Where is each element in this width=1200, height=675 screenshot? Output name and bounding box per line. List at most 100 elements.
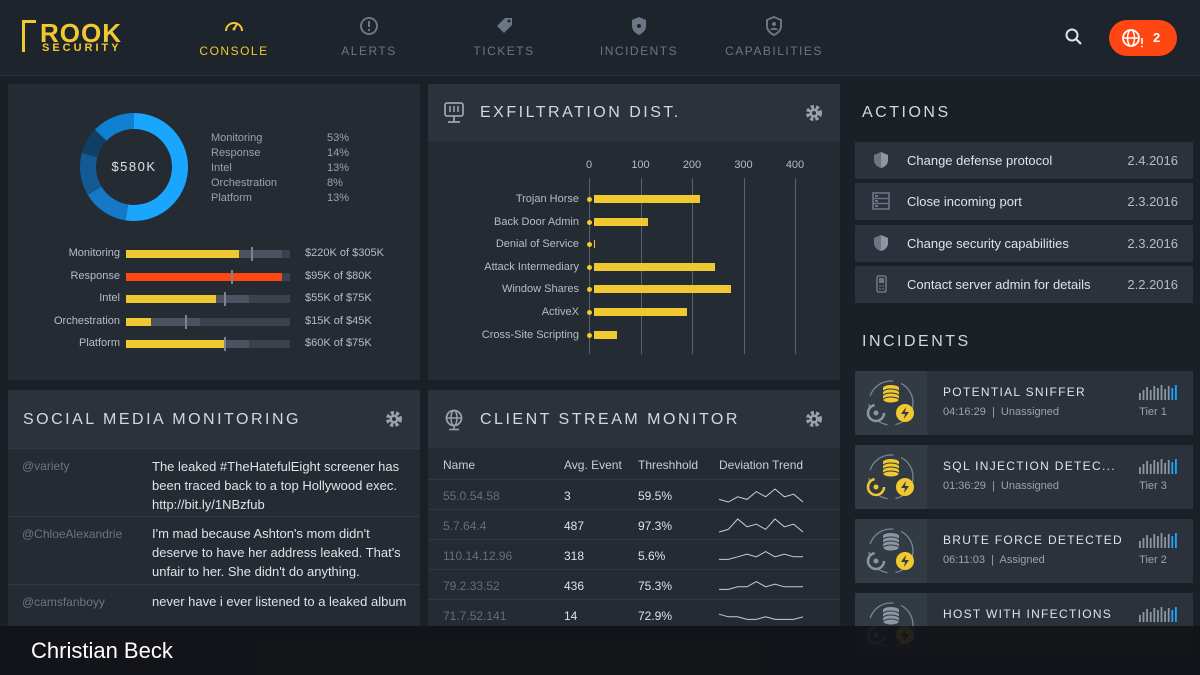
social-post[interactable]: @camsfanboyy never have i ever listened … — [8, 584, 420, 626]
nav-tickets[interactable]: TICKETS — [449, 16, 559, 58]
incident-icon-box — [855, 519, 927, 583]
deviation-sparkline — [718, 488, 804, 503]
rook-security-logo[interactable]: ROOK SECURITY — [22, 18, 152, 56]
budget-bar-value: $95K of $80K — [305, 269, 372, 282]
legend-percent: 13% — [327, 162, 350, 174]
action-text: Close incoming port — [907, 194, 1022, 210]
gear-icon[interactable] — [384, 409, 404, 429]
server-icon — [872, 192, 890, 211]
gear-icon[interactable] — [804, 103, 824, 123]
signal-bars-icon — [1139, 459, 1177, 474]
stream-name: 79.2.33.52 — [443, 579, 500, 593]
stream-name: 55.0.54.58 — [443, 489, 500, 503]
table-row[interactable]: 110.14.12.96 318 5.6% — [428, 539, 840, 569]
budget-bar-allocated — [126, 317, 200, 326]
budget-bar-track[interactable] — [126, 247, 290, 261]
action-item[interactable]: Change security capabilities 2.3.2016 — [855, 224, 1193, 262]
donut-slice-intel — [80, 152, 102, 195]
signal-bars-icon — [1139, 533, 1177, 548]
table-row[interactable]: 5.7.64.4 487 97.3% — [428, 509, 840, 539]
budget-bar-track[interactable] — [126, 269, 290, 284]
stream-header — [428, 390, 840, 448]
actions-title: ACTIONS — [862, 104, 951, 121]
incident-meta: 04:16:29 | Unassigned — [943, 406, 1059, 418]
stream-threshold: 5.6% — [638, 549, 666, 563]
exfil-bar-attack-intermediary[interactable] — [594, 262, 716, 271]
exfil-bar-trojan-horse[interactable] — [594, 195, 700, 203]
table-row[interactable]: 71.7.52.141 14 72.9% — [428, 599, 840, 629]
bar-origin-dot — [587, 264, 592, 270]
social-username[interactable]: @ChloeAlexandrie — [22, 527, 123, 541]
social-username[interactable]: @camsfanboyy — [22, 595, 105, 609]
column-header-avg-event[interactable]: Avg. Event — [564, 458, 622, 472]
incident-tier: Tier 2 — [1139, 554, 1167, 566]
social-username[interactable]: @variety — [22, 459, 70, 473]
social-post[interactable]: @variety The leaked #TheHatefulEight scr… — [8, 448, 420, 516]
budget-total: $580K — [111, 159, 157, 174]
bar-origin-dot — [587, 219, 592, 225]
globe-icon — [445, 409, 463, 431]
gridline — [743, 178, 745, 354]
exfil-bar-back-door-admin[interactable] — [594, 217, 649, 226]
incident-item[interactable]: SQL INJECTION DETEC... 01:36:29 | Unassig… — [855, 445, 1193, 509]
nav-label: CONSOLE — [199, 44, 269, 58]
donut-slice-platform — [94, 113, 135, 142]
incident-title: POTENTIAL SNIFFER — [943, 385, 1087, 399]
budget-bar-spent — [126, 317, 151, 326]
gauge-icon — [225, 22, 243, 32]
social-post[interactable]: @ChloeAlexandrie I'm mad because Ashton'… — [8, 516, 420, 584]
presenter-caption-bar: Christian Beck — [0, 626, 1200, 675]
search-icon[interactable] — [1064, 27, 1084, 47]
database-icon — [866, 380, 914, 426]
stream-threshold: 72.9% — [638, 609, 673, 623]
signal-bars-icon — [1139, 607, 1177, 622]
budget-bar-track[interactable] — [126, 292, 290, 307]
incident-item[interactable]: POTENTIAL SNIFFER 04:16:29 | Unassigned Ti… — [855, 371, 1193, 435]
column-header-deviation-trend[interactable]: Deviation Trend — [719, 458, 804, 472]
action-date: 2.3.2016 — [1127, 194, 1178, 210]
action-date: 2.4.2016 — [1127, 153, 1178, 168]
nav-label: ALERTS — [341, 44, 397, 58]
nav-capabilities[interactable]: CAPABILITIES — [719, 16, 829, 58]
column-header-threshold[interactable]: Threshhold — [638, 458, 699, 472]
incident-item[interactable]: BRUTE FORCE DETECTED 06:11:03 | Assigned T… — [855, 519, 1193, 583]
budget-bar-track[interactable] — [126, 314, 290, 329]
legend-label: Platform — [211, 192, 252, 204]
action-item[interactable]: Close incoming port 2.3.2016 — [855, 183, 1193, 221]
budget-bar-marker — [224, 292, 227, 307]
social-media-panel: SOCIAL MEDIA MONITORING — [8, 390, 420, 626]
incident-icon-box — [855, 371, 927, 435]
stream-threshold: 97.3% — [638, 519, 673, 533]
budget-bar-spent — [126, 340, 225, 349]
shield-icon — [874, 152, 888, 168]
incident-tier: Tier 3 — [1139, 480, 1167, 492]
incident-title: HOST WITH INFECTIONS — [943, 607, 1113, 621]
exclamation-circle-icon — [360, 17, 378, 35]
tag-icon — [497, 18, 512, 33]
legend-percent: 53% — [327, 132, 350, 144]
stream-threshold: 59.5% — [638, 489, 673, 503]
action-item[interactable]: Change defense protocol 2.4.2016 — [855, 142, 1193, 179]
exfil-bar-activex[interactable] — [594, 308, 687, 316]
nav-incidents[interactable]: INCIDENTS — [584, 16, 694, 58]
social-title: SOCIAL MEDIA MONITORING — [23, 411, 301, 428]
column-header-name[interactable]: Name — [443, 458, 476, 472]
table-row[interactable]: 79.2.33.52 436 75.3% — [428, 569, 840, 599]
exfil-bar-cross-site-scripting[interactable] — [594, 330, 618, 339]
nav-alerts[interactable]: ALERTS — [314, 16, 424, 58]
gear-icon[interactable] — [804, 409, 824, 429]
legend-percent: 14% — [327, 147, 350, 159]
legend-percent: 8% — [327, 177, 343, 189]
budget-bar-track[interactable] — [126, 337, 290, 352]
stream-avg-event: 3 — [564, 489, 571, 503]
global-alerts-button[interactable]: 2 — [1109, 20, 1177, 56]
exfil-bar-window-shares[interactable] — [594, 285, 731, 294]
nav-label: CAPABILITIES — [725, 44, 823, 58]
separator: | — [985, 480, 1001, 492]
action-item[interactable]: Contact server admin for details 2.2.2016 — [855, 265, 1193, 303]
stream-name: 5.7.64.4 — [443, 519, 487, 533]
shield-icon — [632, 17, 646, 35]
table-row[interactable]: 55.0.54.58 3 59.5% — [428, 479, 840, 509]
nav-console[interactable]: CONSOLE — [179, 16, 289, 58]
top-navigation: ROOK SECURITY CONSOLE ALERTS TICKETS INC… — [0, 0, 1200, 76]
